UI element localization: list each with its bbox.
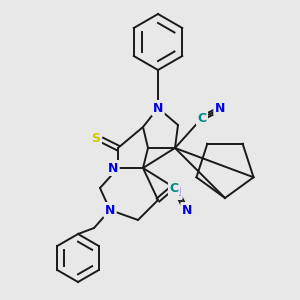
Text: C: C bbox=[169, 182, 178, 194]
Text: N: N bbox=[153, 101, 163, 115]
Text: N: N bbox=[108, 161, 118, 175]
Text: N: N bbox=[105, 203, 115, 217]
Text: N: N bbox=[215, 101, 225, 115]
Text: S: S bbox=[92, 131, 100, 145]
Text: N: N bbox=[171, 185, 181, 199]
Text: N: N bbox=[182, 203, 192, 217]
Text: C: C bbox=[197, 112, 207, 124]
